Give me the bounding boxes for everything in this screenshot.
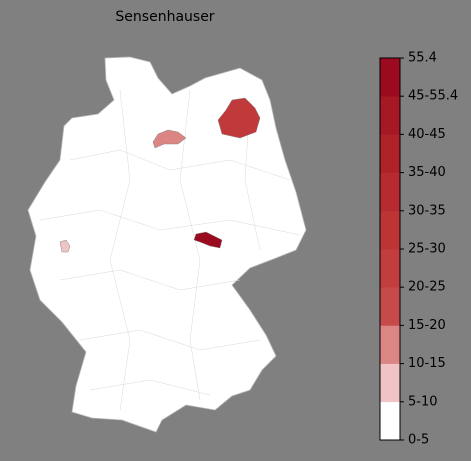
- region-low: [59, 239, 71, 253]
- colorbar-segment: [380, 363, 400, 403]
- colorbar-label: 15-20: [408, 318, 446, 333]
- colorbar-segment: [380, 325, 400, 364]
- colorbar-label: 20-25: [408, 280, 446, 295]
- region-top: [193, 231, 223, 249]
- region-high: [217, 97, 261, 139]
- colorbar-segment: [380, 96, 400, 135]
- colorbar-segment: [380, 401, 400, 441]
- colorbar-segment: [380, 287, 400, 326]
- colorbar-segment: [380, 249, 400, 288]
- germany-map: [27, 56, 307, 433]
- colorbar-label: 5-10: [408, 394, 438, 409]
- colorbar-label: 55.4: [408, 51, 437, 66]
- colorbar-segment: [380, 210, 400, 250]
- colorbar-label: 25-30: [408, 242, 446, 257]
- colorbar-label: 10-15: [408, 356, 446, 371]
- colorbar-segment: [380, 58, 400, 97]
- colorbar-segment: [380, 172, 400, 212]
- colorbar: 0-5 5-10 10-15 15-20 20-25 25-30 30-35 35-40 40-…: [379, 51, 458, 448]
- region-mid: [152, 129, 187, 149]
- colorbar-segment: [380, 134, 400, 173]
- colorbar-label: 30-35: [408, 203, 446, 218]
- country-outline: [27, 56, 307, 433]
- colorbar-label: 0-5: [408, 433, 429, 448]
- map-title: Sensenhauser: [115, 9, 214, 25]
- colorbar-label: 35-40: [408, 165, 446, 180]
- colorbar-label: 45-55.4: [408, 89, 458, 104]
- colorbar-label: 40-45: [408, 127, 446, 142]
